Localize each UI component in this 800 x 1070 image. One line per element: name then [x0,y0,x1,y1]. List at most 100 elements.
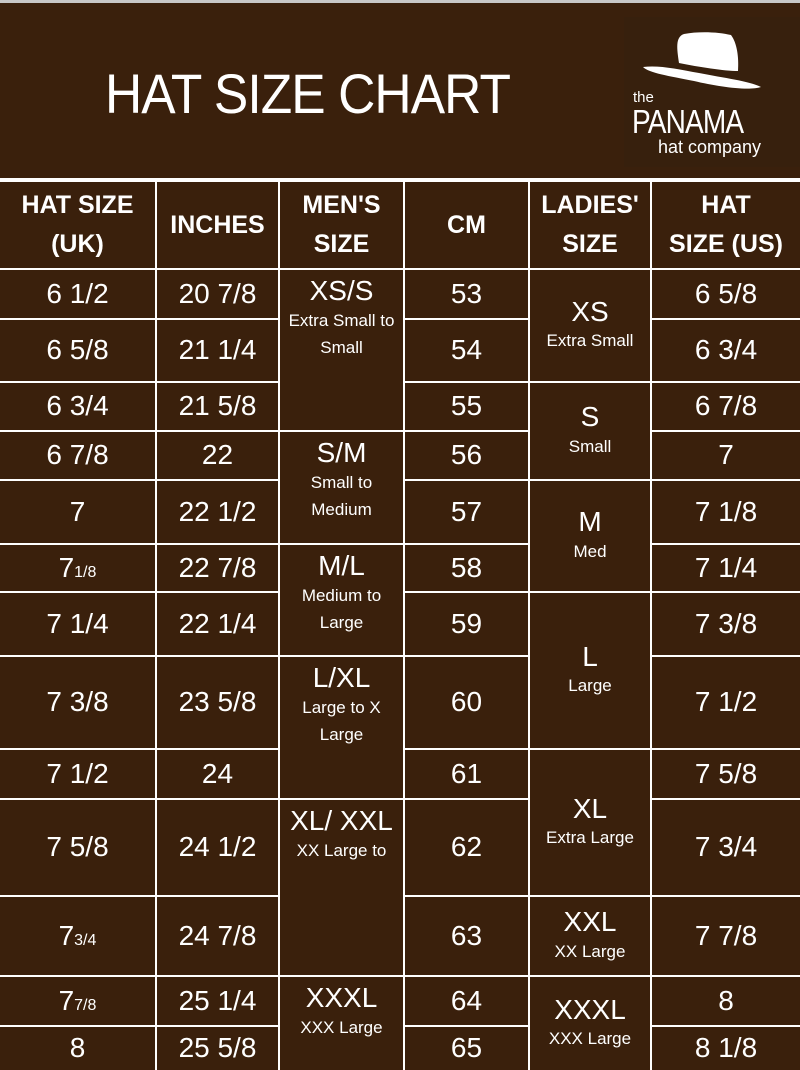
column-header-text: SIZE (US) [669,230,783,258]
hat-icon [643,32,761,89]
ladies-size-label: S [580,401,600,432]
cm-value: 55 [450,390,483,422]
us-value: 7 1/4 [694,551,758,583]
uk-size-value: 77/8 [59,985,97,1017]
uk-value: 7 1/4 [46,607,109,639]
us-value: 7 3/4 [694,831,758,863]
column-header: CM [405,182,528,268]
table-cell-inches: 23 5/8 [157,657,278,748]
size-table: HAT SIZE (UK) INCHES MEN'S SIZE CM LADIES' SIZE… [0,182,800,1070]
uk-size-fraction: 1/8 [74,563,97,581]
inches-value: 22 7/8 [178,551,257,583]
ladies-size-label: XXXL [554,993,626,1025]
title-banner: HAT SIZE CHART the PANAMA hat company [0,3,800,178]
table-cell-uk: 6 1/2 [0,270,155,318]
uk-value: 6 5/8 [46,334,109,366]
uk-size-whole: 7 [58,919,75,951]
inches-value: 25 5/8 [178,1032,257,1064]
mens-size-label: S/M [316,437,367,468]
us-value: 8 [718,984,734,1016]
cm-value: 61 [450,757,483,789]
ladies-size-cell: XL Extra Large [530,750,650,895]
uk-value: 8 [69,1032,86,1064]
mens-size-cell: XS/S Extra Small to Small [280,270,403,430]
inches-value: 20 7/8 [178,277,257,309]
mens-size-cell: XXXL XXX Large [280,977,403,1070]
table-cell-uk: 6 3/4 [0,383,155,430]
table-cell-uk: 77/8 [0,977,155,1025]
table-cell-inches: 21 1/4 [157,320,278,381]
us-value: 6 3/4 [694,334,758,366]
table-cell-uk: 7 [0,481,155,543]
ladies-size-cell: XXL XX Large [530,897,650,975]
table-cell-us: 7 3/4 [652,800,800,895]
cm-value: 59 [450,607,483,639]
mens-size-description: Medium to Large [301,585,382,632]
table-cell-cm: 59 [405,593,528,655]
mens-size-label: M/L [318,550,365,581]
table-cell-uk: 71/8 [0,545,155,591]
table-cell-us: 7 3/8 [652,593,800,655]
mens-size-description: Large to X Large [302,697,381,744]
table-cell-cm: 60 [405,657,528,748]
us-value: 7 3/8 [694,607,758,639]
uk-value: 6 1/2 [46,277,109,309]
uk-value: 7 1/2 [46,757,109,789]
table-cell-us: 7 1/8 [652,481,800,543]
table-cell-cm: 58 [405,545,528,591]
column-header: HAT SIZE (US) [652,182,800,268]
us-value: 6 7/8 [694,390,758,422]
table-cell-uk: 6 5/8 [0,320,155,381]
table-cell-cm: 65 [405,1027,528,1070]
mens-size-label: L/XL [312,662,371,693]
table-cell-us: 7 1/2 [652,657,800,748]
table-cell-uk: 8 [0,1027,155,1070]
us-value: 7 5/8 [694,757,758,789]
column-header-text: (UK) [51,230,104,258]
mens-size-label: XS/S [309,275,374,306]
table-cell-cm: 54 [405,320,528,381]
uk-value: 7 [69,495,86,527]
mens-size-description: XXX Large [300,1017,383,1037]
cm-value: 64 [450,984,483,1016]
table-cell-us: 7 7/8 [652,897,800,975]
logo-the: the [633,89,654,106]
us-value: 7 7/8 [694,919,758,951]
uk-value: 7 3/8 [46,686,109,718]
ladies-size-cell: XS Extra Small [530,270,650,381]
ladies-size-description: Large [568,676,612,696]
table-cell-uk: 7 1/2 [0,750,155,798]
table-cell-us: 8 [652,977,800,1025]
column-header-text: LADIES' [541,191,639,220]
mens-size-label: XL/ XXL [290,805,393,836]
table-cell-cm: 64 [405,977,528,1025]
us-value: 7 1/2 [694,686,758,718]
mens-size-cell: L/XL Large to X Large [280,657,403,798]
ladies-size-cell: M Med [530,481,650,591]
ladies-size-cell: S Small [530,383,650,479]
mens-size-description: Extra Small to Small [288,310,395,357]
mens-size-cell: XL/ XXL XX Large to [280,800,403,975]
table-cell-cm: 61 [405,750,528,798]
table-cell-us: 6 5/8 [652,270,800,318]
ladies-size-description: Extra Large [546,828,634,848]
mens-size-label: XXXL [305,982,378,1013]
inches-value: 22 1/2 [178,495,257,527]
table-cell-uk: 6 7/8 [0,432,155,479]
table-cell-inches: 21 5/8 [157,383,278,430]
cm-value: 60 [450,686,483,718]
table-cell-us: 7 1/4 [652,545,800,591]
ladies-size-description: XX Large [554,941,626,961]
ladies-size-label: XL [572,792,608,824]
table-cell-cm: 63 [405,897,528,975]
table-cell-inches: 22 7/8 [157,545,278,591]
inches-value: 21 5/8 [178,390,257,422]
us-value: 7 1/8 [694,495,758,527]
table-cell-inches: 24 1/2 [157,800,278,895]
ladies-size-label: M [578,506,602,537]
uk-size-whole: 7 [58,551,75,583]
ladies-size-label: XS [571,295,609,327]
us-value: 8 1/8 [694,1032,758,1064]
ladies-size-cell: L Large [530,593,650,748]
uk-size-fraction: 7/8 [74,996,97,1014]
